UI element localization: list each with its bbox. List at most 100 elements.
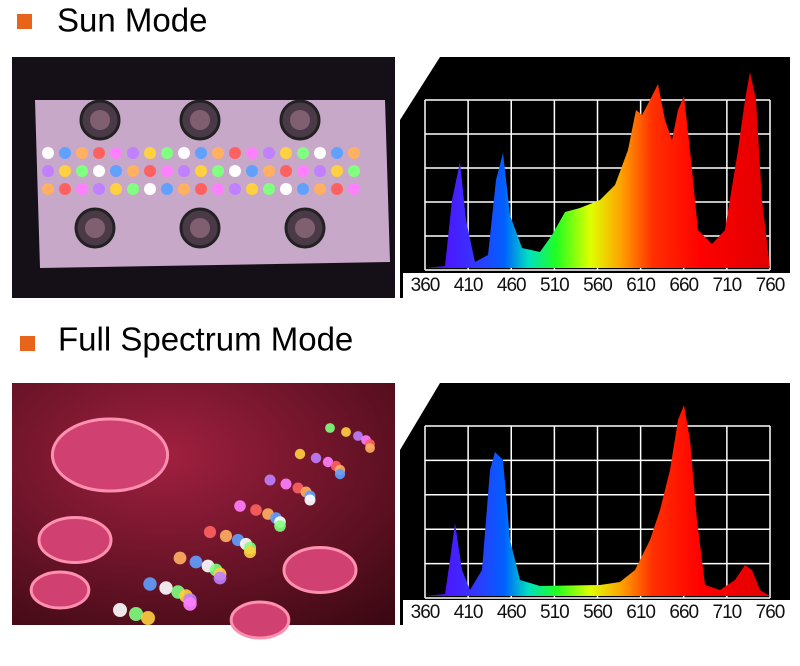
led	[143, 577, 157, 591]
led	[212, 183, 224, 195]
led	[331, 147, 343, 159]
led	[280, 147, 292, 159]
led	[213, 571, 227, 585]
spectrum-curve	[425, 405, 770, 596]
bullet	[17, 14, 32, 29]
led	[76, 147, 88, 159]
lens	[37, 516, 113, 564]
tick-label: 760	[756, 275, 785, 296]
led	[229, 147, 241, 159]
led	[274, 520, 286, 532]
led	[353, 431, 363, 441]
led	[195, 147, 207, 159]
led	[297, 147, 309, 159]
led	[322, 456, 334, 468]
lens	[290, 110, 310, 130]
tick-label: 460	[497, 602, 526, 623]
tick-label: 510	[540, 602, 569, 623]
led	[263, 183, 275, 195]
led	[129, 607, 143, 621]
photo	[12, 383, 395, 640]
led	[304, 494, 316, 506]
tick-label: 660	[669, 275, 698, 296]
tick-label: 560	[583, 275, 612, 296]
led	[144, 183, 156, 195]
led	[127, 165, 139, 177]
led	[263, 147, 275, 159]
led	[331, 165, 343, 177]
led	[280, 165, 292, 177]
led	[314, 147, 326, 159]
lens	[229, 600, 291, 640]
led	[161, 147, 173, 159]
led	[159, 581, 173, 595]
tick-label: 360	[411, 602, 440, 623]
led	[42, 165, 54, 177]
led	[310, 452, 322, 464]
led	[42, 147, 54, 159]
tick-label: 360	[411, 275, 440, 296]
lens	[85, 218, 105, 238]
bullet	[20, 336, 35, 351]
led	[110, 183, 122, 195]
led	[161, 183, 173, 195]
tick-label: 410	[454, 602, 483, 623]
led	[280, 183, 292, 195]
photo	[12, 57, 395, 298]
led	[42, 183, 54, 195]
section-title: Sun Mode	[57, 2, 207, 39]
led	[195, 183, 207, 195]
led	[294, 448, 306, 460]
led	[325, 423, 335, 433]
tick-label: 410	[454, 275, 483, 296]
led	[110, 147, 122, 159]
led	[280, 478, 292, 490]
led	[93, 183, 105, 195]
led	[334, 468, 346, 480]
spectrum-chart	[400, 57, 790, 298]
led	[144, 165, 156, 177]
tick-label: 710	[713, 602, 742, 623]
led	[144, 147, 156, 159]
led	[110, 165, 122, 177]
tick-label: 610	[626, 602, 655, 623]
led	[93, 147, 105, 159]
led	[348, 165, 360, 177]
led	[76, 165, 88, 177]
led	[365, 443, 375, 453]
led	[263, 165, 275, 177]
lens	[282, 546, 358, 594]
section-title: Full Spectrum Mode	[58, 321, 353, 358]
led	[203, 525, 217, 539]
led	[189, 555, 203, 569]
tick-label: 660	[669, 602, 698, 623]
led	[229, 165, 241, 177]
led	[127, 183, 139, 195]
led	[141, 611, 155, 625]
led	[297, 183, 309, 195]
tick-label: 510	[540, 275, 569, 296]
led	[127, 147, 139, 159]
lens	[90, 110, 110, 130]
led	[229, 183, 241, 195]
tick-label: 760	[756, 602, 785, 623]
tick-label: 460	[497, 275, 526, 296]
tick-label: 610	[626, 275, 655, 296]
led	[59, 147, 71, 159]
led	[76, 183, 88, 195]
tick-label: 710	[713, 275, 742, 296]
led	[348, 147, 360, 159]
led	[331, 183, 343, 195]
led	[178, 183, 190, 195]
led	[59, 183, 71, 195]
led	[314, 165, 326, 177]
spectrum-curve	[425, 72, 770, 268]
led	[178, 147, 190, 159]
led	[212, 165, 224, 177]
led	[250, 504, 262, 516]
lens	[50, 417, 170, 493]
led	[93, 165, 105, 177]
lens	[29, 570, 91, 610]
led	[219, 529, 233, 543]
